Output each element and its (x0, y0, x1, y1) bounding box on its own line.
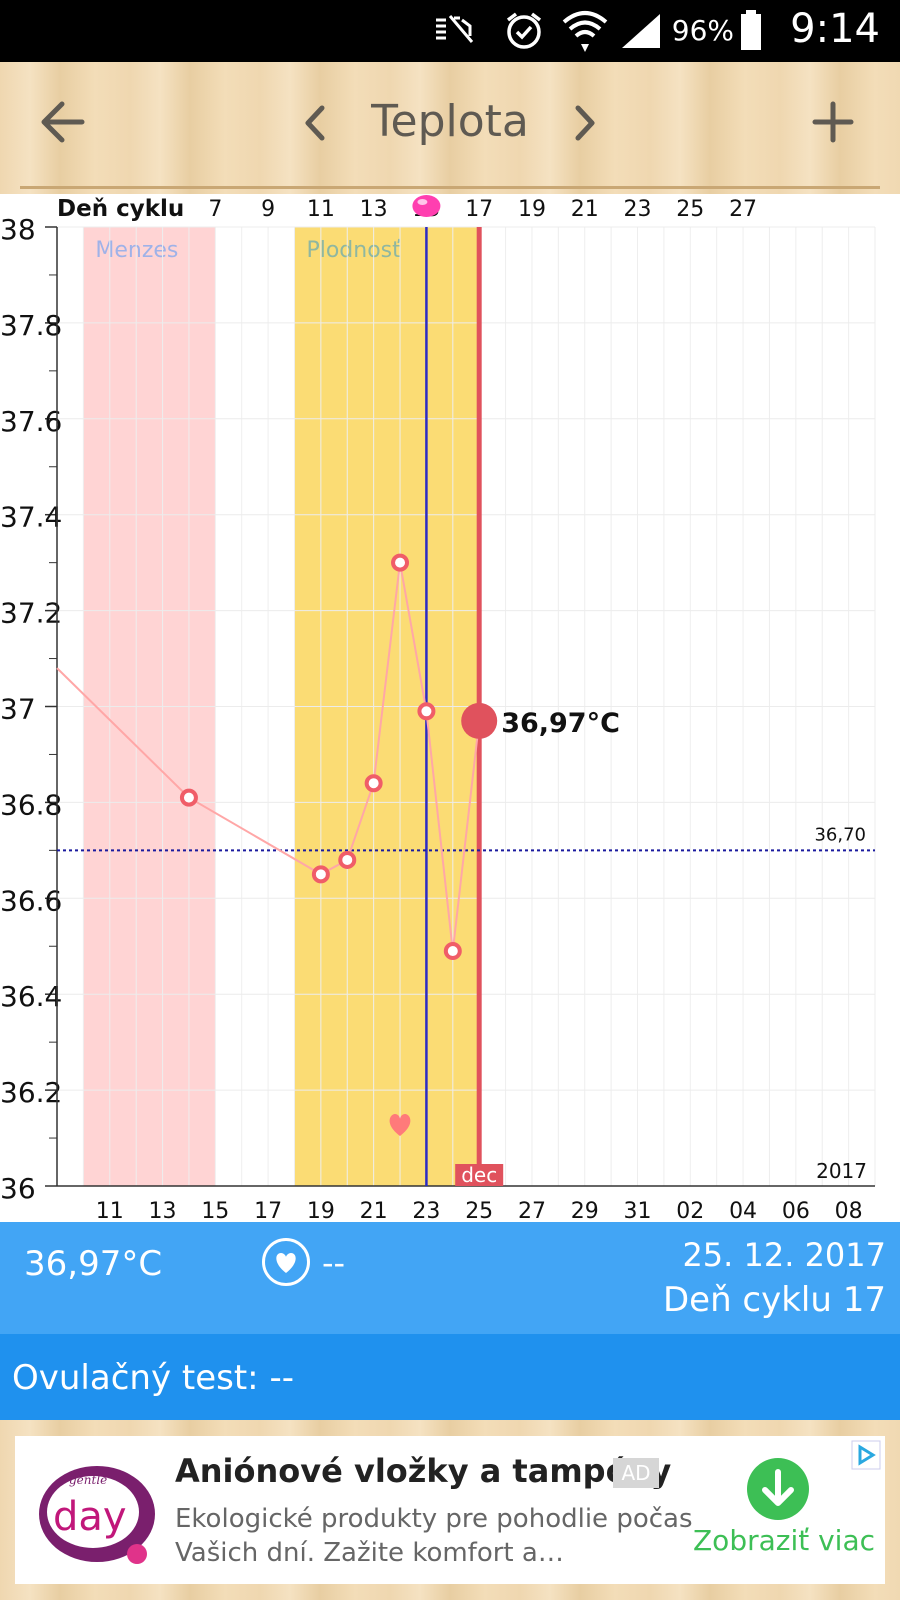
intercourse-heart-icon (389, 1114, 411, 1136)
cycle-day-label: 13 (360, 197, 388, 222)
app-bar: Teplota (0, 62, 900, 194)
ovulation-test-bar[interactable]: Ovulačný test: -- (0, 1334, 900, 1420)
battery-icon (741, 10, 761, 50)
data-point (443, 942, 462, 961)
ad-banner[interactable]: gentle day Aniónové vložky a tampóny AD … (15, 1436, 885, 1584)
year-label: 2017 (816, 1159, 867, 1183)
x-tick-label: 02 (676, 1199, 704, 1222)
x-tick-label: 19 (307, 1199, 335, 1222)
ad-cta-button[interactable]: Zobraziť viac (693, 1524, 876, 1557)
cycle-day-label: 23 (624, 197, 652, 222)
y-tick-label: 36.4 (0, 980, 62, 1013)
cycle-day: Deň cyklu 17 (662, 1280, 886, 1320)
x-tick-label: 11 (96, 1199, 124, 1222)
x-tick-label: 08 (835, 1199, 863, 1222)
y-tick-label: 37.8 (0, 309, 62, 342)
cycle-day-label: 9 (261, 197, 275, 222)
chevron-right-icon[interactable] (570, 98, 600, 148)
y-tick-label: 37.6 (0, 405, 62, 438)
top-axis-title: Deň cyklu (57, 196, 184, 222)
y-tick-label: 36.2 (0, 1076, 62, 1109)
y-tick-label: 37.4 (0, 501, 62, 534)
ad-badge: AD (613, 1458, 659, 1488)
x-tick-label: 21 (360, 1199, 388, 1222)
heart-icon[interactable] (262, 1238, 310, 1286)
x-tick-label: 25 (465, 1199, 493, 1222)
info-bar: 36,97°C -- 25. 12. 2017 Deň cyklu 17 (0, 1222, 900, 1334)
ovulation-marker-highlight (417, 199, 428, 205)
y-tick-label: 37.2 (0, 597, 62, 630)
zone-label-1: Plodnosť (306, 238, 401, 263)
x-tick-label: 15 (201, 1199, 229, 1222)
download-icon[interactable] (747, 1458, 809, 1520)
x-tick-label: 27 (518, 1199, 546, 1222)
x-tick-label: 04 (729, 1199, 757, 1222)
x-tick-label: 29 (571, 1199, 599, 1222)
current-temperature: 36,97°C (24, 1244, 163, 1284)
y-tick-label: 38 (0, 213, 36, 246)
logo-small-text: gentle (69, 1473, 107, 1487)
cycle-day-label: 19 (518, 197, 546, 222)
alarm-icon (506, 12, 542, 49)
data-point (311, 865, 330, 884)
battery-percent: 96% (671, 14, 734, 47)
x-tick-label: 17 (254, 1199, 282, 1222)
cycle-day-label: 11 (307, 197, 335, 222)
data-point (338, 850, 357, 869)
cycle-day-label: 17 (465, 197, 493, 222)
x-tick-label: 13 (149, 1199, 177, 1222)
data-point (417, 702, 436, 721)
reference-label: 36,70 (814, 824, 866, 845)
x-tick-label: 23 (412, 1199, 440, 1222)
data-point (364, 774, 383, 793)
ad-logo[interactable]: gentle day (35, 1446, 165, 1576)
current-value-label: 36,97°C (501, 708, 620, 739)
plus-icon[interactable] (808, 92, 858, 152)
y-tick-label: 36.8 (0, 788, 62, 821)
month-label-box (455, 1164, 504, 1186)
data-point (179, 788, 198, 807)
month-label: dec (461, 1163, 497, 1187)
cycle-day-label: 21 (571, 197, 599, 222)
cycle-day-label: 27 (729, 197, 757, 222)
signal-icon (622, 14, 660, 48)
ovulation-marker (412, 195, 441, 217)
ad-description[interactable]: Ekologické produkty pre pohodlie počas V… (175, 1504, 693, 1568)
x-tick-label: 06 (782, 1199, 810, 1222)
wifi-icon (562, 11, 608, 52)
current-data-point (461, 702, 498, 739)
zone-label-0: Menzes (95, 238, 178, 263)
adchoices-icon[interactable] (851, 1440, 881, 1470)
ad-title[interactable]: Aniónové vložky a tampóny (175, 1452, 672, 1490)
arrow-left-icon[interactable] (38, 92, 88, 152)
temperature-chart[interactable]: Menzes Plodnosť 38 37.8 37.6 37.4 37.2 37 36.8 36… (0, 194, 900, 1222)
logo-text: day (53, 1494, 127, 1540)
cycle-day-label: 25 (676, 197, 704, 222)
chart-svg[interactable]: Menzes Plodnosť 38 37.8 37.6 37.4 37.2 37 36.8 36… (0, 194, 900, 1222)
data-point (391, 553, 410, 572)
love-value: -- (322, 1244, 346, 1282)
app-bar-divider (20, 186, 880, 189)
x-tick-label: 31 (624, 1199, 652, 1222)
mute-icon (436, 15, 474, 43)
clock: 9:14 (790, 6, 880, 52)
ad-container: gentle day Aniónové vložky a tampóny AD … (0, 1420, 900, 1600)
cycle-day-label: 7 (208, 197, 222, 222)
current-date: 25. 12. 2017 (682, 1236, 886, 1274)
chevron-left-icon[interactable] (300, 98, 330, 148)
status-bar: 96% 9:14 (0, 0, 900, 62)
y-tick-label: 36.6 (0, 884, 62, 917)
ovulation-test-label: Ovulačný test: -- (12, 1358, 294, 1398)
y-tick-label: 37 (0, 693, 36, 726)
y-tick-label: 36 (0, 1172, 36, 1205)
page-title: Teplota (371, 96, 529, 147)
